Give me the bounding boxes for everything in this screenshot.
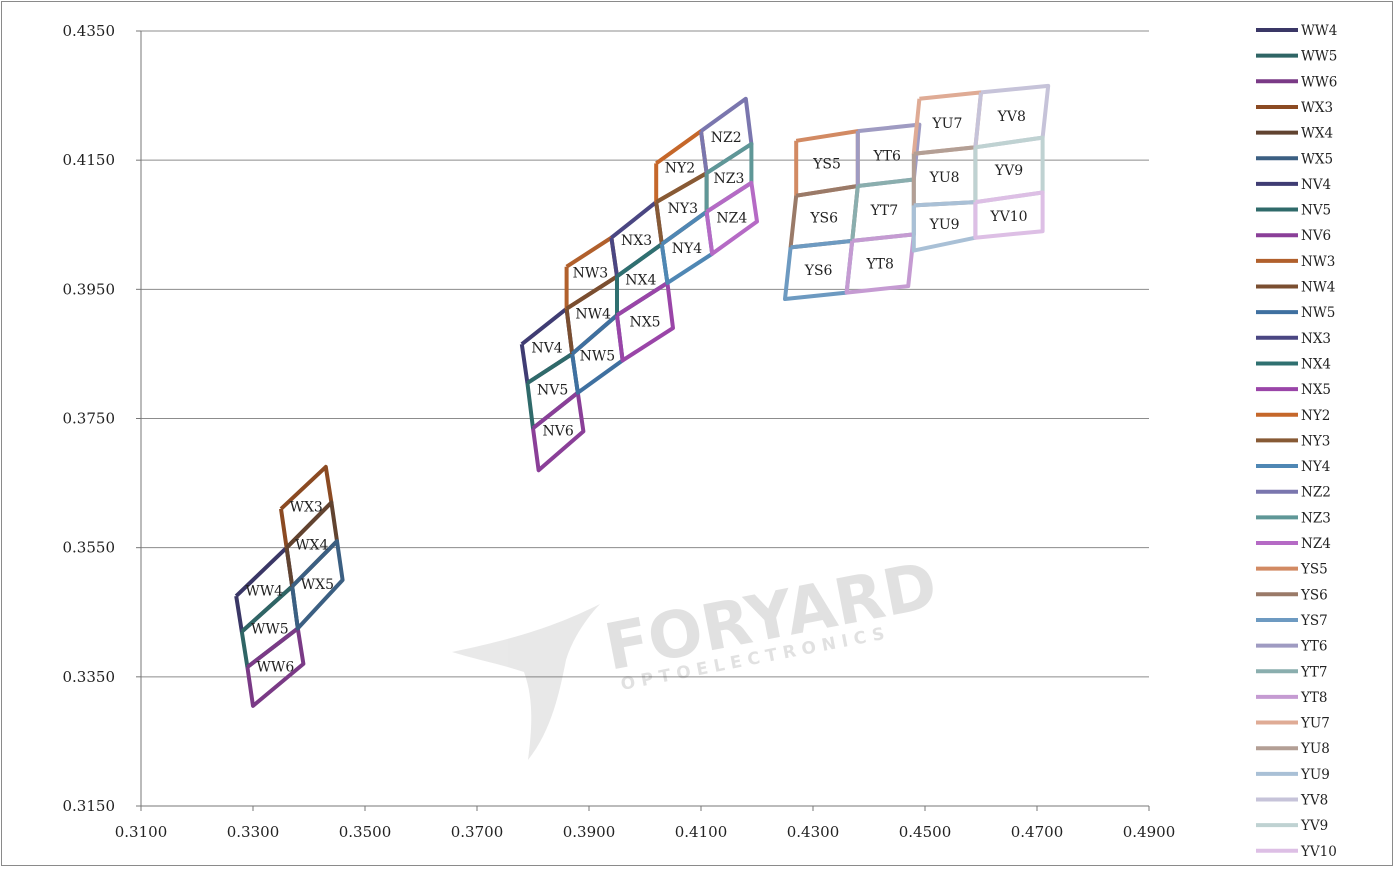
- y-tick-label: 0.3950: [63, 280, 116, 298]
- bin-label-nw4: NW4: [575, 307, 611, 323]
- legend-label-ny4: NY4: [1301, 459, 1330, 475]
- legend-label-nz3: NZ3: [1301, 510, 1331, 526]
- bin-label-yu7: YU7: [931, 116, 962, 132]
- bin-label-yv9: YV9: [994, 163, 1023, 179]
- legend-label-nv6: NV6: [1301, 228, 1331, 244]
- legend-label-nx4: NX4: [1301, 356, 1331, 372]
- x-tick-label: 0.4100: [675, 823, 728, 841]
- bin-label-yt8: YT8: [865, 257, 894, 273]
- y-tick-label: 0.3550: [63, 539, 116, 557]
- legend-label-ys5: YS5: [1300, 562, 1328, 578]
- y-tick-label: 0.4350: [63, 22, 116, 40]
- bin-label-yv8: YV8: [997, 109, 1026, 125]
- legend-label-nx5: NX5: [1301, 382, 1331, 398]
- bin-label-yt6: YT6: [872, 148, 901, 164]
- legend-label-nx3: NX3: [1301, 331, 1331, 347]
- axes: 0.3150 0.3350 0.3550 0.3750 0.3950 0.4150 0.43…: [63, 22, 1176, 841]
- bin-outlines: [234, 83, 1051, 708]
- bin-label-ny2: NY2: [665, 160, 695, 176]
- y-tick-label: 0.4150: [63, 151, 116, 169]
- bin-label-ww4: WW4: [245, 583, 283, 599]
- series-nv6: [531, 390, 586, 473]
- bin-label-nw5: NW5: [580, 349, 616, 365]
- legend-label-yv8: YV8: [1300, 793, 1328, 809]
- bin-label-ny3: NY3: [668, 201, 698, 217]
- legend-label-ww5: WW5: [1301, 49, 1337, 65]
- bin-label-ys6: YS6: [809, 210, 838, 226]
- series-yt8: [844, 232, 916, 295]
- y-tick-label: 0.3750: [63, 410, 116, 428]
- bin-label-ny4: NY4: [672, 241, 702, 257]
- x-tick-label: 0.3700: [451, 823, 504, 841]
- x-tick-label: 0.3300: [227, 823, 280, 841]
- legend-label-yu7: YU7: [1300, 716, 1330, 732]
- x-tick-label: 0.3900: [563, 823, 616, 841]
- y-tick-label: 0.3350: [63, 668, 116, 686]
- bin-label-nw3: NW3: [573, 265, 609, 281]
- legend: WW4 WW5 WW6 WX3 WX4 WX5 NV4 NV5 NV6 NW3 NW4 NW5 NX3 N…: [1256, 23, 1337, 860]
- x-tick-label: 0.4500: [899, 823, 952, 841]
- bin-label-yu8: YU8: [929, 170, 960, 186]
- x-tick-label: 0.3500: [339, 823, 392, 841]
- bin-label-yu9: YU9: [929, 217, 960, 233]
- bin-label-nv5: NV5: [537, 382, 568, 398]
- legend-label-yt7: YT7: [1300, 664, 1328, 680]
- legend-label-yu9: YU9: [1300, 767, 1330, 783]
- bin-label-nx4: NX4: [625, 273, 656, 289]
- legend-label-nv5: NV5: [1301, 203, 1331, 219]
- series-wx5: [290, 539, 345, 631]
- bin-label-nv6: NV6: [543, 424, 574, 440]
- legend-label-ww4: WW4: [1301, 23, 1337, 39]
- bin-label-ww6: WW6: [257, 659, 295, 675]
- bin-label-wx4: WX4: [295, 537, 328, 553]
- bin-label-ww5: WW5: [251, 621, 289, 637]
- legend-label-nv4: NV4: [1301, 177, 1331, 193]
- bin-label-ys5: YS5: [812, 156, 841, 172]
- bin-label-nx5: NX5: [629, 315, 660, 331]
- bin-label-wx3: WX3: [290, 499, 323, 515]
- bin-label-nz2: NZ2: [711, 130, 742, 146]
- legend-label-nw5: NW5: [1301, 305, 1335, 321]
- legend-label-wx3: WX3: [1301, 100, 1333, 116]
- legend-label-wx4: WX4: [1301, 126, 1333, 142]
- legend-label-ys7: YS7: [1300, 613, 1328, 629]
- legend-label-ny2: NY2: [1301, 408, 1330, 424]
- bin-label-ys7: YS6: [804, 263, 833, 279]
- series-nx5: [615, 280, 675, 363]
- legend-label-nz4: NZ4: [1301, 536, 1331, 552]
- bin-label-nv4: NV4: [531, 340, 562, 356]
- legend-label-ww6: WW6: [1301, 74, 1337, 90]
- legend-label-wx5: WX5: [1301, 151, 1333, 167]
- y-tick-label: 0.3150: [63, 797, 116, 815]
- foryard-watermark: FORYARD OPTOELECTRONICS: [452, 549, 943, 760]
- legend-label-yt8: YT8: [1300, 690, 1328, 706]
- legend-label-yv9: YV9: [1300, 818, 1328, 834]
- legend-label-yu8: YU8: [1300, 741, 1330, 757]
- legend-label-ys6: YS6: [1300, 587, 1328, 603]
- x-tick-label: 0.4300: [787, 823, 840, 841]
- legend-label-nw3: NW3: [1301, 254, 1335, 270]
- series-nz4: [704, 180, 759, 256]
- series-ww6: [245, 626, 306, 708]
- legend-label-nw4: NW4: [1301, 280, 1335, 296]
- bin-label-yv10: YV10: [989, 209, 1027, 225]
- bin-label-wx5: WX5: [301, 577, 334, 593]
- legend-label-yt6: YT6: [1300, 639, 1328, 655]
- bin-labels: WW4 WW5 WW6 WX3 WX4 WX5 NV4 NV5 NV6 NW3 NW4 NW5 NX3 N…: [245, 109, 1027, 676]
- x-tick-label: 0.4700: [1011, 823, 1064, 841]
- legend-label-yv10: YV10: [1300, 844, 1337, 860]
- bin-label-nz4: NZ4: [716, 210, 747, 226]
- bin-label-nx3: NX3: [621, 233, 652, 249]
- watermark-logo-icon: [452, 604, 600, 760]
- x-tick-label: 0.3100: [115, 823, 168, 841]
- x-tick-label: 0.4900: [1123, 823, 1176, 841]
- legend-label-nz2: NZ2: [1301, 485, 1331, 501]
- bin-label-yt7: YT7: [870, 203, 899, 219]
- bin-label-nz3: NZ3: [714, 171, 745, 187]
- legend-label-ny3: NY3: [1301, 433, 1330, 449]
- series-yv10: [973, 190, 1045, 240]
